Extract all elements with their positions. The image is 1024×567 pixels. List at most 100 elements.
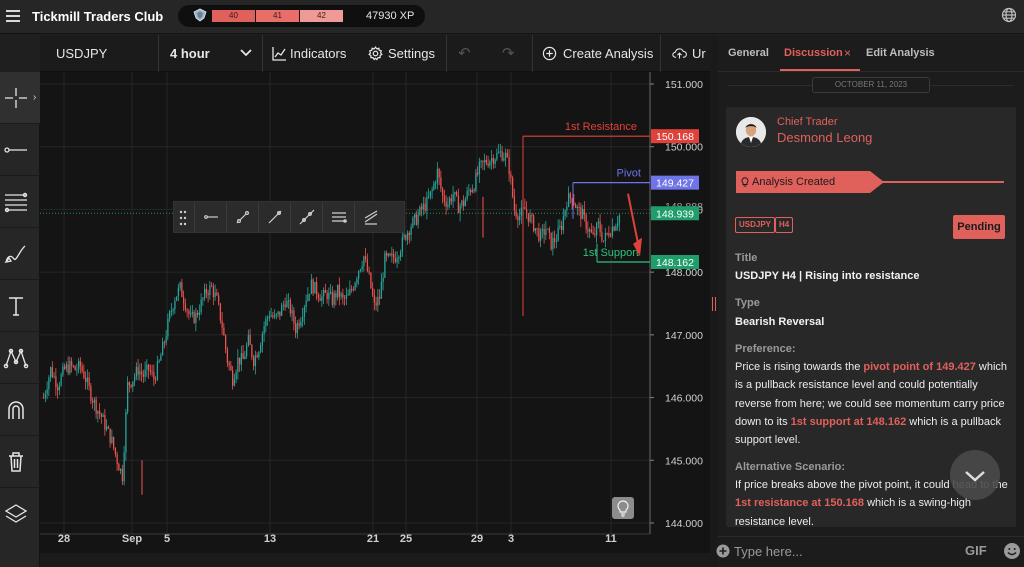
draw-tool-segment[interactable] [258,202,290,232]
trash-icon [9,452,23,472]
brush-icon [4,245,26,263]
sidebar-tool-text[interactable] [0,280,40,332]
date-separator: OCTOBER 11, 2023 [812,77,930,93]
pending-status-button[interactable]: Pending [953,215,1005,239]
status-banner [736,171,884,193]
candle-body [384,252,386,278]
scroll-down-button[interactable] [950,450,1000,500]
candle-body [183,296,185,304]
timeframe-label: 4 hour [170,46,210,61]
candle-body [260,345,262,353]
candle-body [279,311,281,316]
draw-tool-horizontal-line[interactable] [194,202,226,232]
x-tick-label: 5 [164,533,170,545]
sidebar-tool-pattern[interactable] [0,332,40,384]
candle-body [239,357,241,365]
candle-body [240,353,243,365]
price-chart[interactable]: 28Sep513212529311151.000150.000149.00014… [40,72,710,553]
candle-body [258,352,260,358]
create-analysis-button[interactable]: Create Analysis [542,35,653,72]
xp-level-segment: 42 [300,10,343,22]
text-run: which is a pullback support level. [735,415,1001,447]
emoji-icon[interactable] [1003,542,1021,560]
candle-body [172,309,174,311]
sidebar-tool-brush[interactable] [0,228,40,280]
tab-discussion[interactable]: Discussion [784,47,843,59]
expand-arrow-icon[interactable]: › [33,92,37,103]
candle-body [83,371,85,379]
draw-tool-ray[interactable] [226,202,258,232]
candle-body [520,207,523,217]
globe-icon[interactable] [1001,7,1017,23]
candle-body [485,159,488,164]
tab-edit-analysis[interactable]: Edit Analysis [866,47,935,59]
candle-body [230,365,232,371]
tab-general[interactable]: General [728,47,769,59]
candle-body [599,221,601,233]
candle-body [309,293,311,295]
status-label: Analysis Created [752,176,836,188]
candle-body [608,233,610,236]
candle-body [121,469,124,482]
candle-body [174,300,176,310]
candle-body [582,209,584,220]
candle-body [151,371,153,373]
close-icon[interactable]: × [844,46,852,60]
redo-icon[interactable]: ↷ [502,45,515,62]
candle-body [53,376,55,378]
sidebar-tool-crosshair[interactable]: › [0,72,40,124]
gif-button[interactable]: GIF [965,543,987,558]
candle-body [545,229,547,235]
sidebar-tool-layers[interactable] [0,488,40,540]
add-attachment-icon[interactable] [716,544,730,558]
resize-handle-icon[interactable] [711,297,717,311]
candle-body [498,152,500,154]
avatar [736,117,766,147]
menu-icon[interactable] [6,10,20,22]
indicators-button[interactable]: Indicators [272,35,346,72]
candle-body [533,215,535,232]
message-input[interactable] [734,542,954,560]
upload-button[interactable]: Ur [672,35,706,72]
candle-body [592,232,594,234]
author-name[interactable]: Desmond Leong [777,130,873,145]
candle-body [302,316,304,322]
draw-tool-regression[interactable] [354,202,386,232]
candle-body [232,370,234,386]
undo-icon[interactable]: ↶ [458,45,471,62]
current-price-tag-text: 148.939 [656,208,694,220]
current-price-tag [651,206,699,221]
xp-level-segment: 40 [212,10,255,22]
idea-button[interactable] [612,497,634,519]
candle-body [527,213,530,222]
candle-body [403,235,405,238]
panel-splitter[interactable] [710,35,718,567]
symbol-selector[interactable]: USDJPY [56,46,108,61]
candle-body [491,158,493,162]
candle-body [237,357,239,372]
drag-handle-icon[interactable] [179,209,187,227]
sidebar-tool-magnet[interactable] [0,384,40,436]
layers-icon [4,504,28,523]
candle-body [431,189,433,192]
timeframe-selector[interactable]: 4 hour [170,35,256,72]
candle-body [267,317,269,319]
candle-body [60,374,62,386]
candle-body [228,362,230,366]
draw-tool-parallel-channel[interactable] [322,202,354,232]
candle-body [149,370,152,372]
candle-body [65,364,68,369]
settings-button[interactable]: Settings [368,35,435,72]
ray-icon [236,210,250,224]
chevron-down-icon [240,49,252,57]
y-tick-label: 146.000 [665,393,703,405]
candle-body [471,189,474,193]
sidebar-tool-fib[interactable] [0,176,40,228]
candle-body [604,233,607,242]
candle-body [421,206,423,210]
candlestick-chart[interactable]: 28Sep513212529311151.000150.000149.00014… [40,72,710,553]
candle-body [407,232,409,240]
draw-tool-extended-line[interactable] [290,202,322,232]
sidebar-tool-delete[interactable] [0,436,40,488]
sidebar-tool-trend-line[interactable] [0,124,40,176]
